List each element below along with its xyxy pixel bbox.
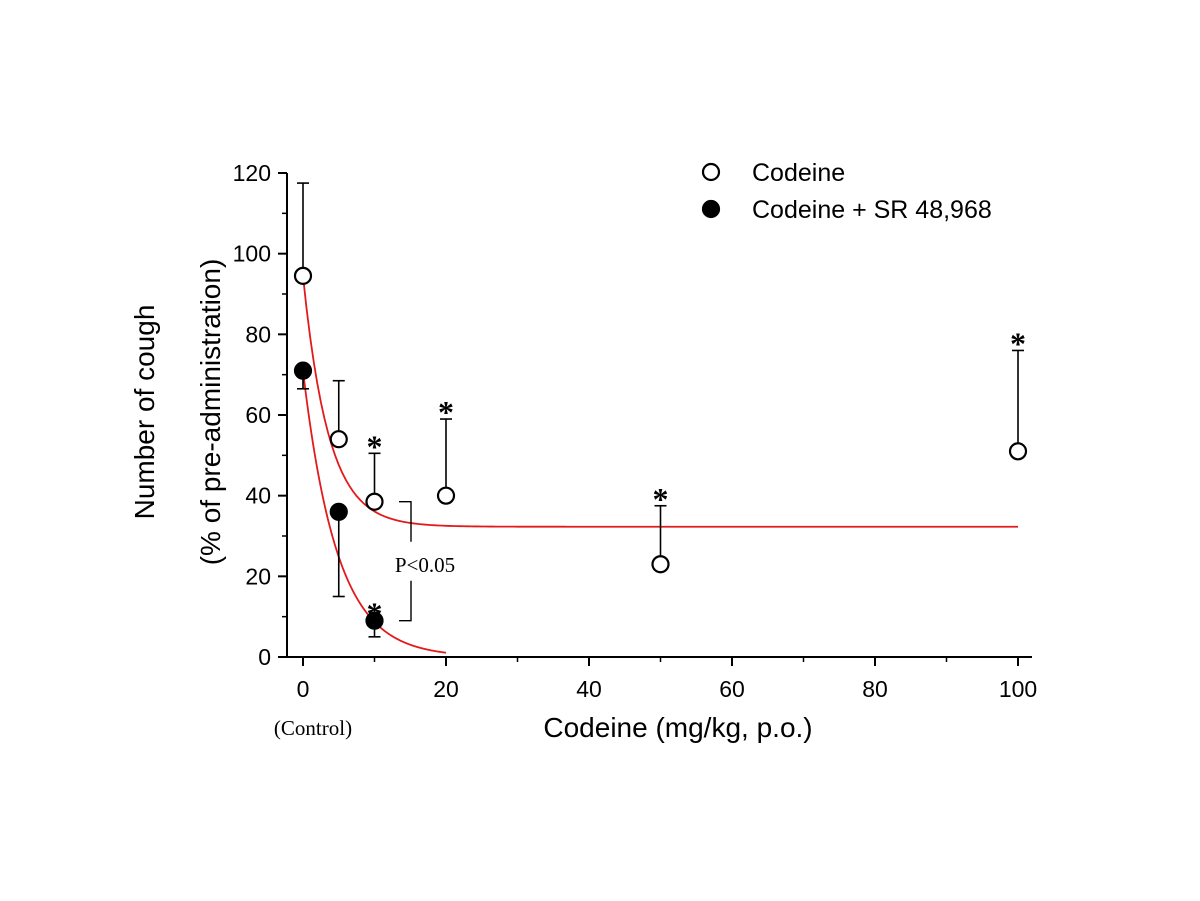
point-s0-p2 <box>365 492 384 511</box>
y-tick-label-80: 80 <box>245 321 271 347</box>
y-tick-label-20: 20 <box>245 563 271 589</box>
point-s0-p3 <box>436 486 456 505</box>
control-label: (Control) <box>274 716 352 740</box>
error-bars <box>297 182 1024 638</box>
comparison-bracket <box>399 501 412 622</box>
star-s0-p2: * <box>367 428 383 464</box>
point-s1-p1 <box>329 502 348 521</box>
legend: Codeine Codeine + SR 48,968 <box>701 159 992 224</box>
significance-markers: * * * * * <box>367 325 1027 631</box>
x-tick-label-40: 40 <box>576 676 602 702</box>
point-s0-p5 <box>1008 442 1028 461</box>
y-tick-label-60: 60 <box>245 402 271 428</box>
axes: 0 20 40 60 80 100 0 20 40 60 80 100 120 <box>233 160 1038 702</box>
point-s0-p1 <box>329 430 348 449</box>
star-s0-p3: * <box>438 394 454 430</box>
legend-marker-codeine <box>701 162 721 182</box>
comparison-label: P<0.05 <box>395 553 455 577</box>
point-s1-p0 <box>293 361 313 380</box>
star-s0-p5: * <box>1010 325 1026 361</box>
y-tick-label-0: 0 <box>258 644 271 670</box>
x-tick-label-80: 80 <box>862 676 888 702</box>
star-s1-p2: * <box>367 596 383 632</box>
bracket-top <box>399 501 412 542</box>
y-axis-title-line1: Number of cough <box>129 305 160 520</box>
x-tick-label-100: 100 <box>999 676 1037 702</box>
point-s1-p2 <box>365 611 384 630</box>
y-tick-label-100: 100 <box>233 241 271 267</box>
point-s0-p0 <box>293 266 313 285</box>
data-points <box>293 266 1028 630</box>
star-s0-p4: * <box>653 481 669 517</box>
y-axis-title-line2: (% of pre-administration) <box>195 259 226 566</box>
x-axis-title: Codeine (mg/kg, p.o.) <box>543 712 812 743</box>
legend-marker-codeine-sr <box>701 199 721 219</box>
bracket-bottom <box>399 580 412 622</box>
x-tick-label-20: 20 <box>433 676 459 702</box>
legend-label-codeine-sr: Codeine + SR 48,968 <box>752 196 992 224</box>
x-tick-label-60: 60 <box>719 676 745 702</box>
point-s0-p4 <box>651 555 670 574</box>
legend-label-codeine: Codeine <box>752 159 845 187</box>
x-tick-label-0: 0 <box>297 676 310 702</box>
y-tick-label-40: 40 <box>245 483 271 509</box>
y-tick-label-120: 120 <box>233 160 271 186</box>
fit-curves <box>302 275 1018 654</box>
